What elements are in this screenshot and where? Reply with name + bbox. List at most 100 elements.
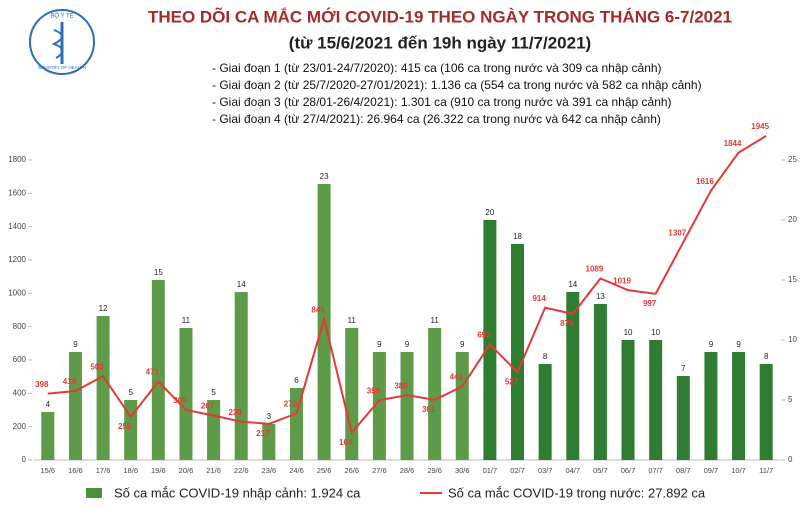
line-value-label: 1307 <box>668 228 686 237</box>
x-tick-label: 16/6 <box>68 466 83 475</box>
x-tick-label: 22/6 <box>234 466 249 475</box>
line-value-label: 300 <box>173 396 187 405</box>
line-value-label: 1019 <box>613 276 631 285</box>
note: - Giai đoạn 3 (từ 28/01-26/4/2021): 1.30… <box>212 95 672 109</box>
bar <box>759 364 773 460</box>
line-value-label: 279 <box>284 400 298 409</box>
x-tick-label: 21/6 <box>206 466 221 475</box>
x-tick-label: 24/6 <box>289 466 304 475</box>
x-tick-label: 09/7 <box>704 466 719 475</box>
bar <box>262 424 276 460</box>
bar-value-label: 9 <box>736 340 741 349</box>
y2-tick-label: 0 <box>788 455 793 464</box>
line-value-label: 1844 <box>724 139 742 148</box>
x-tick-label: 15/6 <box>41 466 56 475</box>
bar <box>96 316 110 460</box>
line-value-label: 361 <box>422 405 436 414</box>
y2-tick-label: 10 <box>788 335 797 344</box>
bar <box>593 304 607 460</box>
bar <box>124 400 138 460</box>
bar-value-label: 14 <box>237 280 246 289</box>
bar <box>428 328 442 460</box>
bar-value-label: 7 <box>681 364 686 373</box>
y-tick-label: 1400 <box>8 222 26 231</box>
bar <box>372 352 386 460</box>
x-tick-label: 25/6 <box>317 466 332 475</box>
bar-value-label: 4 <box>46 400 51 409</box>
bar <box>345 328 359 460</box>
bar-value-label: 5 <box>128 388 133 397</box>
bar-value-label: 20 <box>485 208 494 217</box>
line-value-label: 914 <box>532 294 546 303</box>
x-tick-label: 05/7 <box>593 466 608 475</box>
bar-value-label: 11 <box>348 316 357 325</box>
y-tick-label: 800 <box>13 322 27 331</box>
line-value-label: 845 <box>311 305 325 314</box>
bar <box>621 340 635 460</box>
line-value-label: 217 <box>256 429 270 438</box>
y-tick-label: 600 <box>13 355 27 364</box>
x-tick-label: 23/6 <box>262 466 277 475</box>
bar <box>179 328 193 460</box>
x-tick-label: 20/6 <box>179 466 194 475</box>
line-value-label: 414 <box>63 377 77 386</box>
line-value-label: 1616 <box>696 177 714 186</box>
bar-value-label: 6 <box>294 376 299 385</box>
y2-tick-label: 5 <box>788 395 793 404</box>
bar <box>649 340 663 460</box>
line-value-label: 359 <box>367 386 381 395</box>
y-tick-label: 400 <box>13 388 27 397</box>
bar-value-label: 12 <box>99 304 108 313</box>
bar <box>538 364 552 460</box>
bar-value-label: 8 <box>764 352 769 361</box>
x-tick-label: 10/7 <box>731 466 746 475</box>
x-tick-label: 19/6 <box>151 466 166 475</box>
x-tick-label: 11/7 <box>759 466 773 475</box>
line-value-label: 876 <box>560 319 574 328</box>
y2-tick-label: 15 <box>788 275 797 284</box>
line-value-label: 259 <box>118 422 132 431</box>
x-tick-label: 02/7 <box>510 466 525 475</box>
bar-value-label: 10 <box>624 328 633 337</box>
bar <box>68 352 82 460</box>
x-tick-label: 03/7 <box>538 466 553 475</box>
line-value-label: 997 <box>643 299 657 308</box>
bar-value-label: 5 <box>211 388 216 397</box>
bar <box>704 352 718 460</box>
bar-value-label: 9 <box>709 340 714 349</box>
y2-tick-label: 20 <box>788 215 797 224</box>
y-tick-label: 1200 <box>8 255 26 264</box>
y-tick-label: 1800 <box>8 155 26 164</box>
bar <box>455 352 469 460</box>
x-tick-label: 18/6 <box>123 466 138 475</box>
line-value-label: 164 <box>339 438 353 447</box>
x-tick-label: 06/7 <box>621 466 636 475</box>
bar <box>511 244 525 460</box>
logo-snake <box>51 29 64 59</box>
line-value-label: 230 <box>229 408 243 417</box>
bar <box>151 280 165 460</box>
line-value-label: 267 <box>201 402 215 411</box>
y2-tick-label: 25 <box>788 155 797 164</box>
bar-value-label: 15 <box>154 268 163 277</box>
x-tick-label: 01/7 <box>483 466 498 475</box>
bar <box>566 292 580 460</box>
bar-value-label: 18 <box>513 232 522 241</box>
y-tick-label: 0 <box>22 455 27 464</box>
bar-value-label: 9 <box>73 340 78 349</box>
bar-value-label: 23 <box>320 172 329 181</box>
x-tick-label: 07/7 <box>648 466 663 475</box>
x-tick-label: 26/6 <box>344 466 359 475</box>
note: - Giai đoạn 1 (từ 23/01-24/7/2020): 415 … <box>212 61 662 75</box>
chart-subtitle: (từ 15/6/2021 đến 19h ngày 11/7/2021) <box>289 33 591 52</box>
bar-value-label: 11 <box>430 316 439 325</box>
y-tick-label: 1000 <box>8 288 26 297</box>
line-value-label: 398 <box>35 380 49 389</box>
bar <box>400 352 414 460</box>
bar-value-label: 11 <box>182 316 191 325</box>
y-tick-label: 1600 <box>8 188 26 197</box>
logo: BỘ Y TẾ MINISTRY OF HEALTH <box>29 9 95 75</box>
chart-title: THEO DÕI CA MẮC MỚI COVID-19 THEO NGÀY T… <box>148 6 732 26</box>
bar-value-label: 14 <box>568 280 577 289</box>
